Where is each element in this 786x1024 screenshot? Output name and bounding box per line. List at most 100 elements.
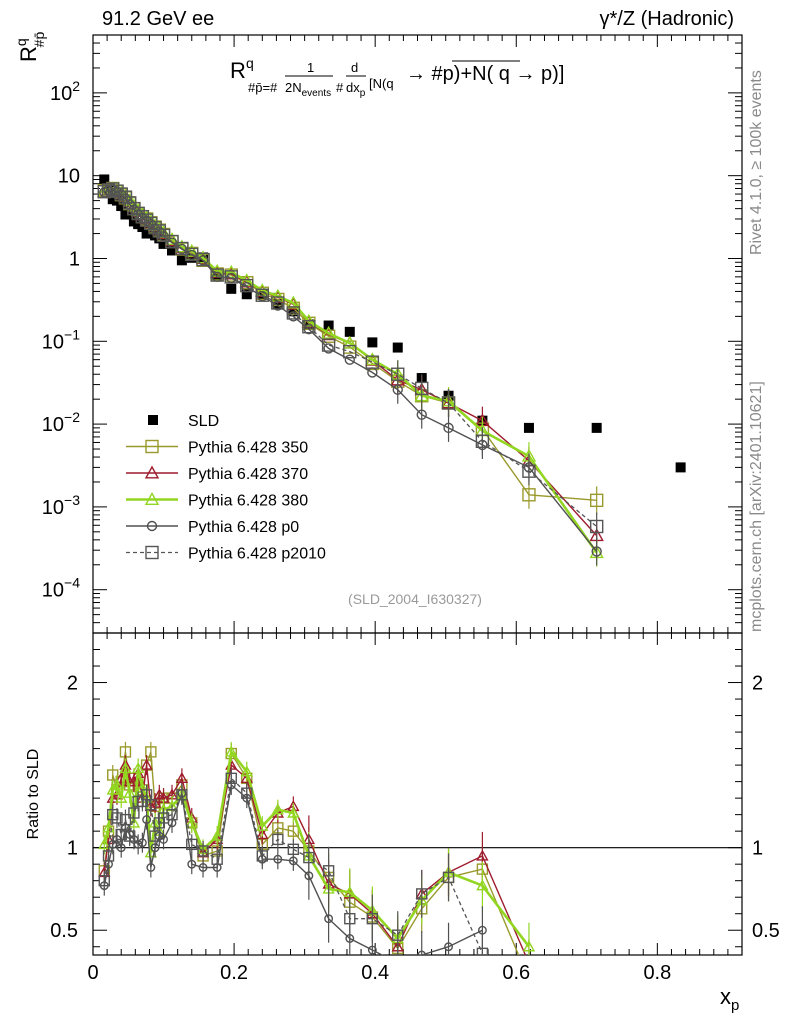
ratio-point [119,813,132,826]
ratio-point [225,745,238,757]
title-rest-b: → #p)+N( q → p)] [406,63,564,85]
ratio-y-tick-label-right: 2 [752,673,763,695]
ratio-point [123,830,136,842]
data-point [255,288,270,302]
data-point [210,268,224,282]
legend-label: Pythia 6.428 370 [188,466,308,483]
ratio-point [240,765,253,777]
data-point [675,462,686,473]
data-point [415,381,429,396]
ratio-point [185,816,198,828]
legend-item: Pythia 6.428 p2010 [126,546,326,563]
ratio-y-tick-label-right: 1 [752,838,763,860]
data-point [323,320,334,331]
data-point [344,354,355,365]
data-point [212,270,223,281]
ratio-y-axis-label-text: Ratio to SLD [25,749,42,840]
ratio-point [98,874,110,887]
data-point [591,422,602,433]
data-point [184,243,199,257]
ratio-point [142,815,152,825]
data-point [344,326,355,337]
main-y-tick-label: 10−3 [42,492,80,519]
ratio-line [103,751,520,955]
legend-marker [145,439,159,454]
legend-label: Pythia 6.428 p0 [188,519,299,536]
legend-label: SLD [188,413,219,430]
ratio-point [241,787,253,799]
y-axis-label: Rq #p̄ [13,32,47,62]
ratio-point [366,912,379,925]
ratio-point [225,772,237,785]
data-point [240,278,254,293]
ratio-point [131,761,145,774]
ratio-point [115,828,127,841]
data-point [522,488,536,502]
legend-item: Pythia 6.428 380 [126,492,308,510]
main-y-tick-label: 10−4 [42,575,80,602]
data-point [224,270,238,284]
ratio-point [442,871,455,884]
ratio-point [211,853,223,865]
data-point [114,187,128,201]
main-y-tick-label: 102 [50,78,80,105]
ratio-point [522,940,536,952]
ratio-point [210,829,224,841]
title-frac2-num: d [351,60,358,75]
data-point [591,546,602,557]
ratio-point [110,778,124,790]
ratio-y-tick-label: 1 [67,838,78,860]
ratio-point [98,837,111,850]
ratio-point [166,808,178,821]
ratio-point [102,821,115,833]
legend-label: Pythia 6.428 p2010 [188,546,326,563]
rivet-label-text: Rivet 4.1.0, ≥ 100k events [748,70,765,255]
ratio-point [102,850,115,862]
title-sup: q [246,55,254,71]
ratio-point [157,812,170,824]
series-line [104,188,598,528]
ratio-y-tick-label-right: 0.5 [752,920,780,942]
data-point [196,252,210,267]
legend-label: Pythia 6.428 350 [188,440,308,457]
ratio-y-axis-label: Ratio to SLD [25,749,42,840]
main-y-tick-label: 10−1 [42,326,80,353]
x-tick-label: 0.8 [643,962,671,984]
ratio-series-group [98,741,536,955]
ratio-point [111,812,123,824]
data-point [523,422,534,433]
data-point [522,464,536,478]
data-point [589,519,604,534]
ratio-point [198,863,208,872]
ratio-point [106,791,119,803]
data-point [323,343,334,354]
ratio-point [197,845,209,857]
ratio-point [127,816,141,828]
main-series-group [97,174,686,567]
x-tick-label: 0.4 [361,962,389,984]
data-point [321,338,336,352]
series-3 [97,181,604,567]
legend: SLD Pythia 6.428 350 Pythia 6.428 370 Pythi… [126,413,326,563]
ratio-series-4 [98,768,489,955]
legend-marker [144,465,160,479]
ratio-point [153,788,166,800]
data-point [139,213,154,227]
site-label: mcplots.cern.ch [arXiv:2401.10621] [748,381,765,632]
energy-label: 91.2 GeV ee [102,8,215,30]
data-point [589,493,604,508]
data-point [185,247,199,262]
data-point [288,311,299,322]
ratio-point [176,789,188,801]
ratio-point [119,761,132,774]
ratio-point [144,846,158,858]
ratio-point [273,854,283,864]
data-point [321,325,336,339]
data-point [416,409,427,420]
ratio-point [444,942,453,952]
data-point [367,337,378,348]
legend-item: Pythia 6.428 p0 [126,519,299,536]
data-point [135,209,150,224]
analysis-id: (SLD_2004_I630327) [348,591,482,607]
data-point [443,422,454,434]
